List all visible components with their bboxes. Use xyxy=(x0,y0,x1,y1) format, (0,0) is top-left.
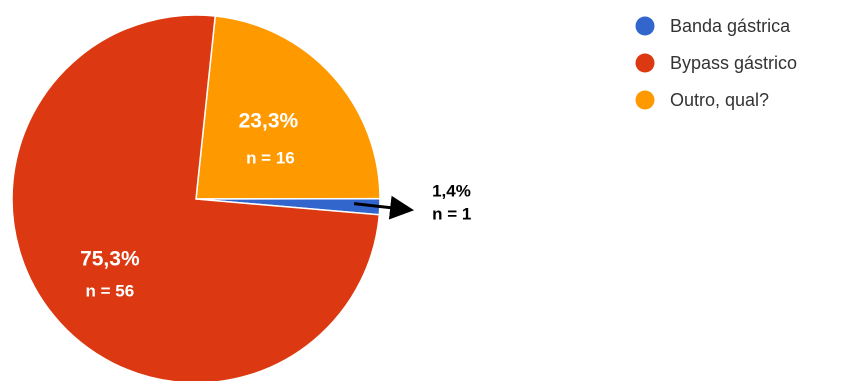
legend-entry-label: Bypass gástrico xyxy=(670,53,797,73)
pie-slices xyxy=(11,14,381,381)
legend-entry-label: Outro, qual? xyxy=(670,90,769,110)
chart-legend: Banda gástrica Bypass gástrico Outro, qual… xyxy=(635,16,797,110)
slice-label-bypass-percent: 75,3% xyxy=(80,248,140,271)
slice-label-outro-count: n = 16 xyxy=(246,149,295,168)
slice-label-outro-percent: 23,3% xyxy=(239,110,299,133)
pie-slice-outro-qual xyxy=(195,15,381,200)
slice-label-bypass-count: n = 56 xyxy=(86,282,135,301)
callout-arrow xyxy=(353,195,415,220)
pie-slice-bypass-g-strico xyxy=(11,14,381,381)
legend-swatch xyxy=(635,53,655,73)
slice-label-banda-percent: 1,4% xyxy=(432,182,471,201)
legend-swatch xyxy=(635,16,655,36)
slice-label-banda-count: n = 1 xyxy=(432,205,471,224)
legend-swatch xyxy=(635,90,655,110)
slice-labels: 75,3% n = 56 23,3% n = 16 1,4% n = 1 xyxy=(80,110,471,301)
legend-entry-label: Banda gástrica xyxy=(670,16,791,36)
